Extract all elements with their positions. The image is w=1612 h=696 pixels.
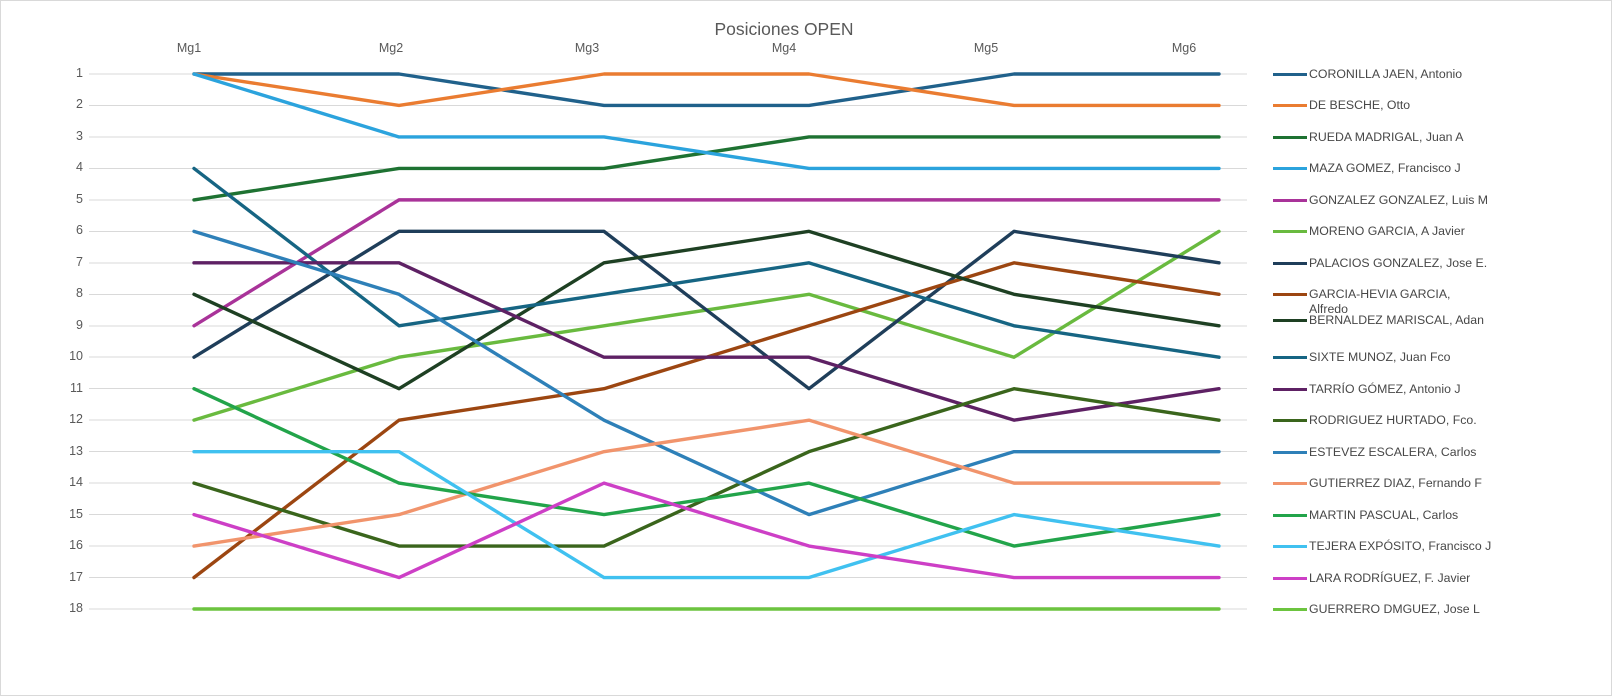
legend-item-maza[interactable]: MAZA GOMEZ, Francisco J — [1273, 161, 1461, 176]
legend-label: GUERRERO DMGUEZ, Jose L — [1309, 602, 1480, 616]
legend-item-guerrero[interactable]: GUERRERO DMGUEZ, Jose L — [1273, 602, 1480, 617]
legend-label: MARTIN PASCUAL, Carlos — [1309, 508, 1459, 522]
legend-line-swatch — [1273, 356, 1307, 360]
legend-label: ESTEVEZ ESCALERA, Carlos — [1309, 445, 1477, 459]
y-tick-4: 4 — [76, 160, 83, 174]
series-line-palacios-gonzalez[interactable] — [192, 229, 1221, 391]
legend-line-swatch — [1273, 608, 1307, 612]
legend-label: GUTIERREZ DIAZ, Fernando F — [1309, 476, 1482, 490]
legend-label: SIXTE MUNOZ, Juan Fco — [1309, 350, 1451, 364]
legend-item-gonzalez[interactable]: GONZALEZ GONZALEZ, Luis M — [1273, 193, 1488, 208]
legend-line-swatch — [1273, 451, 1307, 455]
legend-item-tejera[interactable]: TEJERA EXPÓSITO, Francisco J — [1273, 539, 1491, 554]
series-line-maza-gomez[interactable] — [192, 72, 1221, 171]
legend-label: DE BESCHE, Otto — [1309, 98, 1411, 112]
series-lines — [192, 72, 1221, 611]
series-line-de-besche[interactable] — [192, 72, 1221, 108]
gridlines — [89, 73, 1247, 610]
legend-item-de-besche[interactable]: DE BESCHE, Otto — [1273, 98, 1410, 113]
legend-line-swatch — [1273, 577, 1307, 581]
series-line-coronilla-jaen[interactable] — [192, 72, 1221, 108]
y-tick-1: 1 — [76, 66, 83, 80]
x-tick-mg2: Mg2 — [378, 41, 404, 55]
x-tick-mg1: Mg1 — [176, 41, 202, 55]
legend-label: GARCIA-HEVIA GARCIA, Alfredo — [1309, 287, 1451, 316]
legend-line-swatch — [1273, 73, 1307, 77]
legend-item-tarrio[interactable]: TARRÍO GÓMEZ, Antonio J — [1273, 382, 1460, 397]
x-tick-mg3: Mg3 — [574, 41, 600, 55]
series-line-estevez-escalera[interactable] — [192, 229, 1221, 517]
series-line-tarr-o-g-mez[interactable] — [192, 261, 1221, 422]
legend-label: MORENO GARCIA, A Javier — [1309, 224, 1465, 238]
legend-label: PALACIOS GONZALEZ, Jose E. — [1309, 256, 1488, 270]
legend-label: RUEDA MADRIGAL, Juan A — [1309, 130, 1464, 144]
legend-line-swatch — [1273, 136, 1307, 140]
legend-line-swatch — [1273, 545, 1307, 549]
legend-item-estevez[interactable]: ESTEVEZ ESCALERA, Carlos — [1273, 445, 1476, 460]
legend-line-swatch — [1273, 419, 1307, 423]
legend-item-bernaldez[interactable]: BERNALDEZ MARISCAL, Adan — [1273, 313, 1484, 328]
y-tick-6: 6 — [76, 223, 83, 237]
legend-label: TEJERA EXPÓSITO, Francisco J — [1309, 539, 1492, 553]
series-line-lara-rodr-guez[interactable] — [192, 481, 1221, 580]
legend-line-swatch — [1273, 293, 1307, 297]
legend-item-moreno[interactable]: MORENO GARCIA, A Javier — [1273, 224, 1465, 239]
legend-line-swatch — [1273, 104, 1307, 108]
legend-line-swatch — [1273, 388, 1307, 392]
y-tick-7: 7 — [76, 255, 83, 269]
series-line-gonzalez-gonzalez[interactable] — [192, 198, 1221, 328]
legend-label: GONZALEZ GONZALEZ, Luis M — [1309, 193, 1489, 207]
legend-label: RODRIGUEZ HURTADO, Fco. — [1309, 413, 1477, 427]
legend-label: CORONILLA JAEN, Antonio — [1309, 67, 1463, 81]
legend-label: BERNALDEZ MARISCAL, Adan — [1309, 313, 1484, 327]
y-tick-8: 8 — [76, 286, 83, 300]
legend-line-swatch — [1273, 167, 1307, 171]
legend-item-rueda[interactable]: RUEDA MADRIGAL, Juan A — [1273, 130, 1463, 145]
legend-item-lara[interactable]: LARA RODRÍGUEZ, F. Javier — [1273, 571, 1470, 586]
legend-line-swatch — [1273, 482, 1307, 486]
legend-item-gutierrez[interactable]: GUTIERREZ DIAZ, Fernando F — [1273, 476, 1482, 491]
x-tick-mg6: Mg6 — [1171, 41, 1197, 55]
x-tick-mg4: Mg4 — [771, 41, 797, 55]
series-line-tejera-exp-sito[interactable] — [192, 449, 1221, 580]
y-tick-2: 2 — [76, 97, 83, 111]
legend-label: TARRÍO GÓMEZ, Antonio J — [1309, 382, 1461, 396]
y-tick-10: 10 — [69, 349, 83, 363]
series-line-martin-pascual[interactable] — [192, 387, 1221, 548]
legend-item-garcia-hevia[interactable]: GARCIA-HEVIA GARCIA, Alfredo — [1273, 287, 1471, 317]
series-line-sixte-munoz[interactable] — [192, 166, 1221, 359]
legend-label: LARA RODRÍGUEZ, F. Javier — [1309, 571, 1471, 585]
x-tick-mg5: Mg5 — [973, 41, 999, 55]
y-tick-5: 5 — [76, 192, 83, 206]
series-line-bernaldez-mariscal[interactable] — [192, 229, 1221, 391]
y-tick-13: 13 — [69, 444, 83, 458]
legend-item-coronilla[interactable]: CORONILLA JAEN, Antonio — [1273, 67, 1462, 82]
y-tick-18: 18 — [69, 601, 83, 615]
y-tick-14: 14 — [69, 475, 83, 489]
legend-line-swatch — [1273, 262, 1307, 266]
y-tick-17: 17 — [69, 570, 83, 584]
legend-item-sixte[interactable]: SIXTE MUNOZ, Juan Fco — [1273, 350, 1450, 365]
legend-line-swatch — [1273, 514, 1307, 518]
y-tick-9: 9 — [76, 318, 83, 332]
y-tick-11: 11 — [70, 381, 83, 395]
legend-label: MAZA GOMEZ, Francisco J — [1309, 161, 1461, 175]
y-tick-16: 16 — [69, 538, 83, 552]
legend-item-martin[interactable]: MARTIN PASCUAL, Carlos — [1273, 508, 1458, 523]
legend-item-rodriguez-hurtado[interactable]: RODRIGUEZ HURTADO, Fco. — [1273, 413, 1477, 428]
chart-title[interactable]: Posiciones OPEN — [714, 19, 854, 39]
legend-line-swatch — [1273, 230, 1307, 234]
y-tick-15: 15 — [69, 507, 83, 521]
y-tick-12: 12 — [69, 412, 83, 426]
series-line-gutierrez-diaz[interactable] — [192, 418, 1221, 548]
y-tick-3: 3 — [76, 129, 83, 143]
legend-line-swatch — [1273, 199, 1307, 203]
legend-line-swatch — [1273, 319, 1307, 323]
legend-item-palacios[interactable]: PALACIOS GONZALEZ, Jose E. — [1273, 256, 1487, 271]
